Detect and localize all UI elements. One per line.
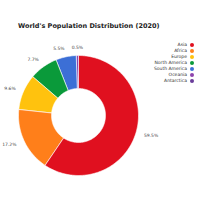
html-text:Antarctica: Antarctica bbox=[164, 78, 187, 83]
html-text:Europe: Europe bbox=[171, 54, 187, 59]
html-text:North America: North America bbox=[154, 60, 187, 65]
svg-text:0.5%: 0.5% bbox=[72, 45, 84, 50]
html-text:Africa: Africa bbox=[174, 48, 187, 53]
svg-text:5.5%: 5.5% bbox=[53, 46, 65, 51]
html-text:World's Population Distributio: World's Population Distribution (2020) bbox=[18, 22, 160, 30]
html-text:South America: South America bbox=[153, 66, 187, 71]
svg-text:9.6%: 9.6% bbox=[4, 86, 16, 91]
svg-text:7.7%: 7.7% bbox=[27, 57, 39, 62]
svg-text:17.2%: 17.2% bbox=[2, 142, 17, 147]
svg-text:59.5%: 59.5% bbox=[144, 133, 159, 138]
html-text:Oceania: Oceania bbox=[168, 72, 187, 77]
html-text:Asia: Asia bbox=[177, 42, 187, 47]
